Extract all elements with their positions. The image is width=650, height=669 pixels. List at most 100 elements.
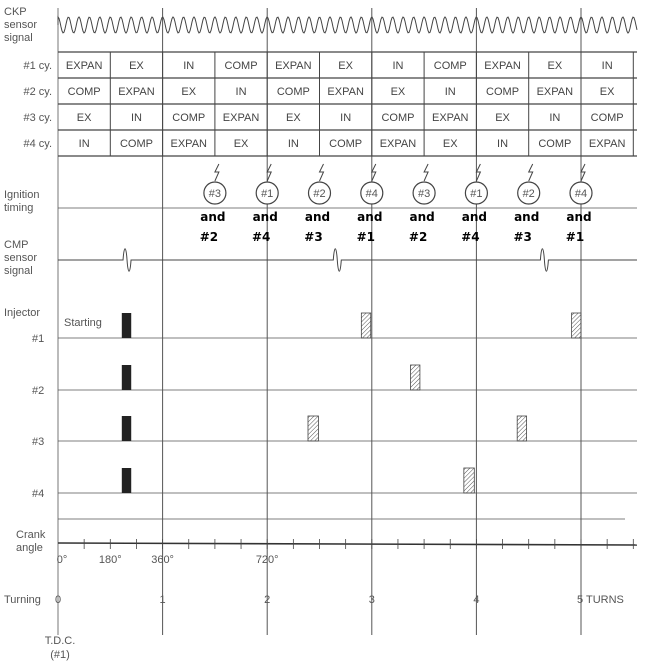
stroke-cell: IN xyxy=(131,112,142,124)
turn-tick-label: 3 xyxy=(369,594,375,606)
crank-angle-tick-label: 0° xyxy=(57,554,68,566)
spark-icon xyxy=(266,163,272,182)
injection-pulse xyxy=(360,312,372,339)
stroke-cell: IN xyxy=(549,112,560,124)
stroke-cell: IN xyxy=(288,138,299,150)
cylinder-row-label: #1 cy. xyxy=(23,60,52,72)
ignition-cylinder: #2 xyxy=(313,188,325,200)
injection-pulse xyxy=(410,364,421,391)
ignition-pair-cylinder: #2 xyxy=(409,230,427,244)
ignition-circle xyxy=(517,181,541,205)
turn-tick-label: 5 TURNS xyxy=(577,594,624,606)
cylinder-row-label: #2 cy. xyxy=(23,86,52,98)
ignition-cylinder: #3 xyxy=(209,188,221,200)
starting-injection-pulse xyxy=(121,313,132,338)
injector-label: Injector xyxy=(4,307,40,319)
injection-pulse xyxy=(516,415,528,442)
turning-label: Turning xyxy=(4,594,41,606)
ckp-label: CKP xyxy=(4,6,27,18)
stroke-cell: IN xyxy=(236,86,247,98)
ignition-pair-and: and xyxy=(514,210,539,224)
injection-pulse xyxy=(463,467,475,494)
stroke-cell: IN xyxy=(602,60,613,72)
stroke-cell: EXPAN xyxy=(66,60,103,72)
cmp-label: signal xyxy=(4,265,33,277)
stroke-cell: EX xyxy=(600,86,615,98)
ignition-cylinder: #1 xyxy=(261,188,273,200)
ignition-pair-and: and xyxy=(566,210,591,224)
spark-icon xyxy=(423,163,429,182)
ckp-label: signal xyxy=(4,32,33,44)
stroke-cell: COMP xyxy=(329,138,362,150)
injection-pulse xyxy=(307,415,319,442)
cylinder-row-label: #4 cy. xyxy=(23,138,52,150)
ignition-circle xyxy=(412,181,436,205)
stroke-cell: EXPAN xyxy=(118,86,155,98)
stroke-cell: EX xyxy=(548,60,563,72)
ignition-circle xyxy=(569,181,593,205)
ckp-label: sensor xyxy=(4,19,37,31)
stroke-cell: EXPAN xyxy=(171,138,208,150)
stroke-cell: IN xyxy=(445,86,456,98)
stroke-cell: COMP xyxy=(381,112,414,124)
stroke-cell: IN xyxy=(497,138,508,150)
ignition-cylinder: #3 xyxy=(418,188,430,200)
ignition-cylinder: #4 xyxy=(366,188,378,200)
stroke-cell: EXPAN xyxy=(537,86,574,98)
ignition-pair-cylinder: #4 xyxy=(461,230,479,244)
stroke-cell: EXPAN xyxy=(484,60,521,72)
stroke-cell: COMP xyxy=(172,112,205,124)
stroke-cell: EXPAN xyxy=(589,138,626,150)
turn-tick-label: 1 xyxy=(160,594,166,606)
crank-angle-label: Crank xyxy=(16,529,46,541)
cylinder-row-label: #3 cy. xyxy=(23,112,52,124)
starting-injection-pulse xyxy=(121,365,132,390)
stroke-cell: IN xyxy=(392,60,403,72)
spark-icon xyxy=(475,163,482,182)
ignition-circle xyxy=(360,181,384,205)
ignition-label: Ignition xyxy=(4,189,39,201)
ignition-pair-cylinder: #3 xyxy=(513,230,531,244)
stroke-cell: COMP xyxy=(225,60,258,72)
ignition-pair-cylinder: #2 xyxy=(200,230,218,244)
spark-icon xyxy=(370,163,377,182)
crank-angle-axis xyxy=(57,542,638,546)
ignition-pair-and: and xyxy=(253,210,278,224)
stroke-cell: IN xyxy=(79,138,90,150)
stroke-cell: EX xyxy=(443,138,458,150)
ignition-pair-and: and xyxy=(200,210,225,224)
cmp-sensor-waveform xyxy=(58,248,637,272)
stroke-cell: COMP xyxy=(434,60,467,72)
spark-icon xyxy=(214,163,220,182)
injection-pulse xyxy=(571,312,582,339)
ignition-cylinder: #4 xyxy=(575,188,587,200)
stroke-cell: EX xyxy=(181,86,196,98)
ignition-cylinder: #1 xyxy=(470,188,482,200)
stroke-cell: COMP xyxy=(120,138,153,150)
stroke-cell: COMP xyxy=(538,138,571,150)
stroke-cell: EXPAN xyxy=(327,86,364,98)
stroke-cell: COMP xyxy=(486,86,519,98)
stroke-cell: IN xyxy=(183,60,194,72)
crank-angle-tick-label: 720° xyxy=(256,554,279,566)
stroke-cell: EX xyxy=(77,112,92,124)
turn-tick-label: 4 xyxy=(473,594,479,606)
cmp-label: sensor xyxy=(4,252,37,264)
ignition-pair-cylinder: #1 xyxy=(357,230,375,244)
stroke-cell: EX xyxy=(129,60,144,72)
turn-tick-label: 0 xyxy=(55,594,61,606)
injector-cylinder-label: #2 xyxy=(32,385,44,397)
stroke-cell: EX xyxy=(286,112,301,124)
stroke-cell: EX xyxy=(234,138,249,150)
starting-label: Starting xyxy=(64,317,102,329)
ignition-pair-and: and xyxy=(409,210,434,224)
stroke-cell: EXPAN xyxy=(275,60,312,72)
spark-icon xyxy=(580,163,586,182)
ignition-circle xyxy=(203,181,227,205)
stroke-cell: IN xyxy=(340,112,351,124)
tdc-label: T.D.C. xyxy=(45,635,76,647)
stroke-cell: COMP xyxy=(277,86,310,98)
ignition-pair-cylinder: #3 xyxy=(304,230,322,244)
